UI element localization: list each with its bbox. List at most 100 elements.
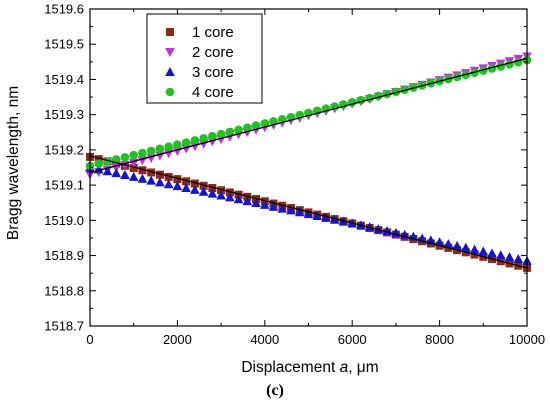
data-point xyxy=(321,212,331,222)
data-point xyxy=(173,140,182,149)
data-point xyxy=(303,209,314,219)
data-point xyxy=(452,240,462,250)
data-point xyxy=(199,133,208,143)
data-point xyxy=(260,199,270,209)
data-point xyxy=(312,211,323,221)
data-point xyxy=(260,119,270,128)
data-point xyxy=(155,177,165,187)
data-point xyxy=(164,142,173,152)
x-axis-title-suffix: , μm xyxy=(348,359,378,376)
data-point xyxy=(137,173,148,183)
legend-marker-1 xyxy=(166,28,174,36)
y-tick-label: 1519.2 xyxy=(44,142,84,157)
y-tick-label: 1518.9 xyxy=(44,248,84,263)
y-tick-label: 1519.0 xyxy=(44,213,84,228)
y-tick-label: 1519.5 xyxy=(44,37,84,52)
data-point xyxy=(164,172,173,181)
legend-label-2: 2 core xyxy=(192,44,234,61)
data-point xyxy=(172,181,183,191)
data-point xyxy=(434,237,445,247)
x-tick-label: 10000 xyxy=(509,332,545,347)
data-point xyxy=(138,166,147,175)
data-point xyxy=(182,177,191,186)
data-point xyxy=(120,152,130,162)
data-point xyxy=(155,144,165,154)
y-tick-label: 1518.7 xyxy=(44,319,84,334)
x-tick-label: 4000 xyxy=(250,332,279,347)
data-point xyxy=(513,253,524,263)
data-point xyxy=(163,179,174,189)
fit-line-1 xyxy=(89,155,528,269)
data-point xyxy=(251,121,261,130)
y-tick-label: 1519.1 xyxy=(44,178,84,193)
data-point xyxy=(364,222,375,232)
data-point xyxy=(208,183,217,192)
x-tick-label: 2000 xyxy=(163,332,192,347)
data-point xyxy=(470,68,479,78)
data-point xyxy=(443,239,454,249)
data-point xyxy=(146,146,156,156)
data-point xyxy=(94,159,104,168)
data-point xyxy=(469,244,480,254)
series-3-points xyxy=(85,162,532,265)
x-axis-title-variable: a xyxy=(340,359,349,376)
data-point xyxy=(155,170,164,179)
data-point xyxy=(286,205,296,215)
x-axis-title-prefix: Displacement xyxy=(241,359,339,376)
data-point xyxy=(129,150,138,160)
data-point xyxy=(129,164,138,173)
data-point xyxy=(199,181,208,190)
axes: 0 2000 4000 6000 8000 10000 1518.7 1518.8 1518.9… xyxy=(44,2,545,348)
data-point xyxy=(198,186,209,196)
data-point xyxy=(225,127,235,137)
data-point xyxy=(461,242,471,252)
legend-marker-4 xyxy=(165,87,175,97)
data-point xyxy=(102,166,113,176)
data-point xyxy=(400,85,409,94)
y-tick-label: 1519.3 xyxy=(44,107,84,122)
x-axis-title: Displacement a, μm xyxy=(241,359,378,376)
legend-label-3: 3 core xyxy=(192,64,234,81)
data-point xyxy=(216,129,226,139)
data-point xyxy=(173,175,182,184)
data-point xyxy=(479,66,488,75)
data-point xyxy=(251,197,261,207)
data-point xyxy=(391,87,401,97)
data-point xyxy=(190,184,200,194)
data-point xyxy=(495,250,506,260)
legend-marker-3 xyxy=(165,67,175,76)
x-tick-label: 6000 xyxy=(338,332,367,347)
data-point xyxy=(216,190,226,200)
data-point xyxy=(225,192,235,202)
data-point xyxy=(268,201,279,211)
data-point xyxy=(234,125,243,135)
legend: 1 core 2 core 3 core 4 core xyxy=(146,13,263,104)
data-point xyxy=(94,155,103,164)
data-point xyxy=(207,188,218,198)
data-point xyxy=(190,136,200,145)
data-point xyxy=(120,169,130,179)
data-point xyxy=(217,186,226,195)
y-tick-label: 1519.4 xyxy=(44,72,84,87)
legend-marker-2 xyxy=(165,48,175,57)
y-tick-label: 1519.6 xyxy=(44,2,84,17)
data-point xyxy=(190,179,199,188)
figure-caption: (c) xyxy=(266,382,284,399)
data-point xyxy=(233,194,244,204)
data-point xyxy=(147,168,156,177)
legend-label-1: 1 core xyxy=(192,24,234,41)
data-point xyxy=(181,138,191,147)
legend-label-4: 4 core xyxy=(192,84,234,101)
data-point xyxy=(128,171,139,181)
data-point xyxy=(138,148,147,158)
data-point xyxy=(243,123,252,132)
y-tick-label: 1518.8 xyxy=(44,283,84,298)
data-point xyxy=(277,203,288,213)
y-axis-title: Bragg wavelength, nm xyxy=(5,86,22,240)
data-point xyxy=(111,168,122,178)
data-point xyxy=(181,183,191,193)
data-point xyxy=(504,252,515,262)
data-point xyxy=(208,131,217,141)
data-point xyxy=(478,246,489,256)
